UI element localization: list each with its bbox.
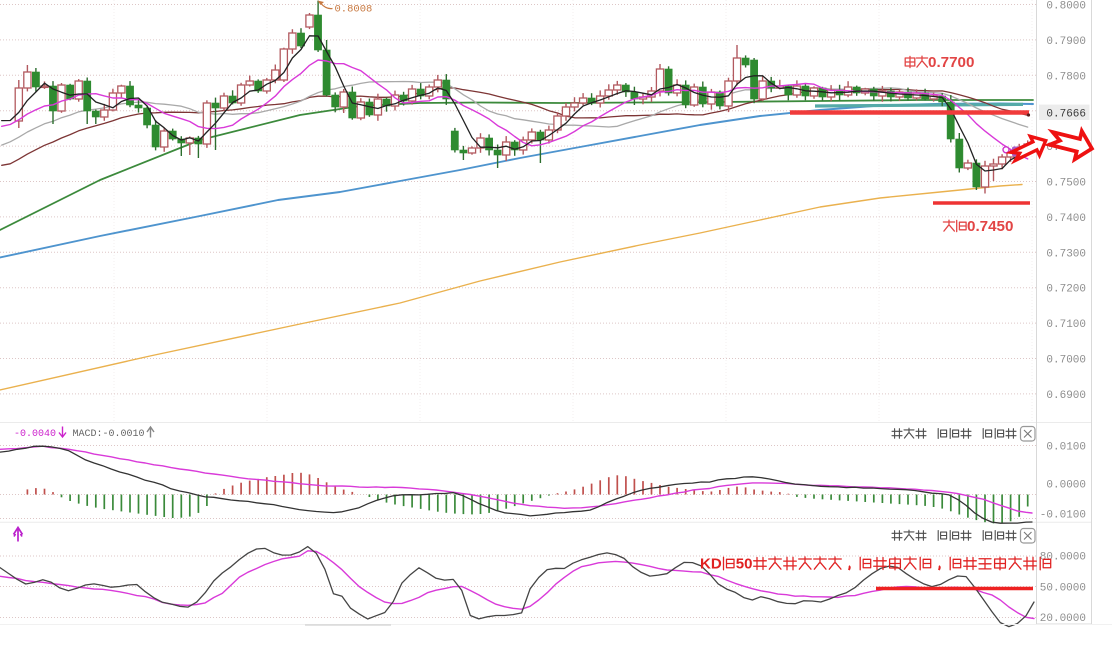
svg-text:0.8008: 0.8008 <box>335 4 373 16</box>
svg-text:20.0000: 20.0000 <box>1040 613 1086 625</box>
svg-text:50: 50 <box>736 556 753 573</box>
svg-text:0.6900: 0.6900 <box>1046 390 1086 402</box>
svg-text:MACD:-0.0010: MACD:-0.0010 <box>73 429 145 440</box>
svg-text:0.7400: 0.7400 <box>1046 213 1086 225</box>
svg-text:0.7000: 0.7000 <box>1046 355 1086 367</box>
svg-text:0.7450: 0.7450 <box>967 218 1013 235</box>
svg-text:0.7900: 0.7900 <box>1046 36 1086 48</box>
svg-text:80.0000: 80.0000 <box>1040 552 1086 564</box>
svg-text:0.7700: 0.7700 <box>928 54 974 71</box>
svg-text:-0.0040: -0.0040 <box>14 429 56 440</box>
svg-text:KD: KD <box>700 556 722 573</box>
svg-text:0.7500: 0.7500 <box>1046 178 1086 190</box>
svg-text:-0.0100: -0.0100 <box>1040 509 1086 521</box>
svg-text:0.7666: 0.7666 <box>1046 109 1086 121</box>
svg-text:0.0100: 0.0100 <box>1046 442 1086 454</box>
svg-text:0.7800: 0.7800 <box>1046 71 1086 83</box>
svg-text:0.0000: 0.0000 <box>1046 479 1086 491</box>
svg-text:0.8000: 0.8000 <box>1046 1 1086 13</box>
svg-text:50.0000: 50.0000 <box>1040 583 1086 595</box>
svg-text:0.7300: 0.7300 <box>1046 248 1086 260</box>
svg-text:0.7100: 0.7100 <box>1046 319 1086 331</box>
svg-text:0.7200: 0.7200 <box>1046 284 1086 296</box>
